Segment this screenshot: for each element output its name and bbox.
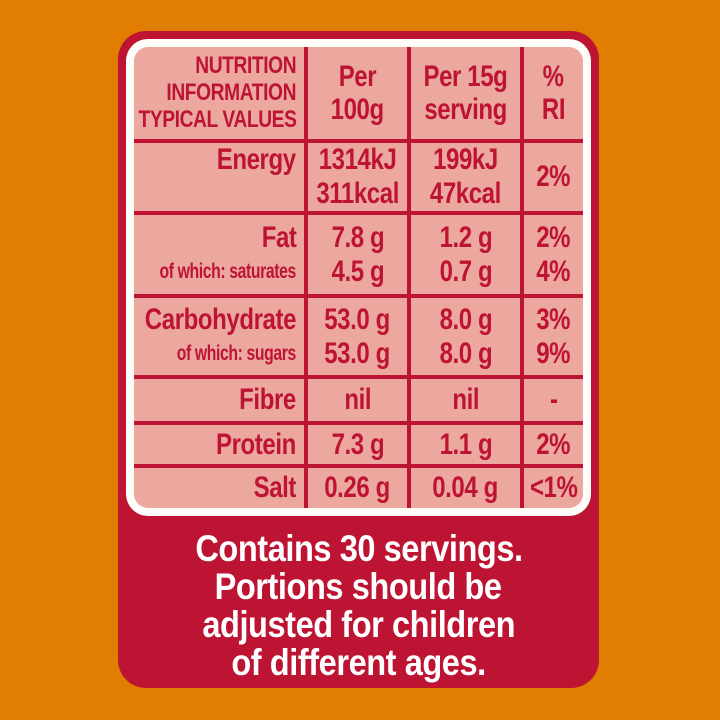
salt-ri: <1% bbox=[529, 471, 578, 504]
carbohydrate-per100-cell: 53.0 g 53.0 g bbox=[308, 298, 411, 375]
sugars-ri: 9% bbox=[536, 336, 571, 370]
protein-per-serving-cell: 1.1 g bbox=[411, 425, 524, 464]
fibre-per100: nil bbox=[344, 383, 371, 416]
table-row-protein: Protein 7.3 g 1.1 g 2% bbox=[134, 425, 583, 468]
fibre-per-serving: nil bbox=[452, 383, 479, 416]
energy-ri: 2% bbox=[536, 160, 571, 193]
header-title-line: NUTRITION bbox=[195, 52, 296, 79]
fibre-label: Fibre bbox=[239, 383, 296, 416]
fat-per-serving: 1.2 g bbox=[439, 220, 492, 254]
carbohydrate-per100: 53.0 g bbox=[324, 302, 391, 336]
header-per100-line: Per bbox=[338, 59, 377, 93]
servings-note-line: Portions should be bbox=[215, 566, 502, 607]
protein-label: Protein bbox=[216, 427, 296, 461]
carbohydrate-label-cell: Carbohydrate of which: sugars bbox=[134, 298, 308, 375]
energy-per100-kcal: 311kcal bbox=[316, 177, 399, 210]
energy-per100-kj: 1314kJ bbox=[318, 143, 397, 176]
protein-ri: 2% bbox=[536, 427, 571, 461]
fat-label: Fat bbox=[261, 220, 296, 254]
fibre-ri: - bbox=[549, 383, 558, 416]
protein-label-cell: Protein bbox=[134, 425, 308, 464]
nutrition-table: NUTRITION INFORMATION TYPICAL VALUES Per… bbox=[134, 47, 583, 508]
fibre-ri-cell: - bbox=[524, 379, 583, 421]
header-ri-line: % bbox=[543, 59, 564, 93]
header-per100-cell: Per 100g bbox=[308, 47, 411, 139]
energy-per-serving-cell: 199kJ 47kcal bbox=[411, 143, 524, 211]
carbohydrate-label: Carbohydrate bbox=[144, 302, 297, 336]
table-row-salt: Salt 0.26 g 0.04 g <1% bbox=[134, 468, 583, 508]
carbohydrate-sublabel: of which: sugars bbox=[176, 341, 297, 365]
table-row-carbohydrate: Carbohydrate of which: sugars 53.0 g 53.… bbox=[134, 298, 583, 379]
header-per-serving-cell: Per 15g serving bbox=[411, 47, 524, 139]
header-per100-line: 100g bbox=[330, 92, 385, 126]
sugars-per100: 53.0 g bbox=[324, 336, 391, 370]
energy-label-cell: Energy bbox=[134, 143, 308, 211]
salt-per100: 0.26 g bbox=[324, 471, 391, 504]
fat-ri: 2% bbox=[536, 220, 571, 254]
sugars-per-serving: 8.0 g bbox=[439, 336, 492, 370]
table-row-energy: Energy 1314kJ 311kcal 199kJ 47kcal 2% bbox=[134, 143, 583, 215]
protein-per100-cell: 7.3 g bbox=[308, 425, 411, 464]
table-row-fat: Fat of which: saturates 7.8 g 4.5 g 1.2 … bbox=[134, 215, 583, 298]
carbohydrate-per-serving: 8.0 g bbox=[439, 302, 492, 336]
fibre-per-serving-cell: nil bbox=[411, 379, 524, 421]
carbohydrate-ri-cell: 3% 9% bbox=[524, 298, 583, 375]
header-title-cell: NUTRITION INFORMATION TYPICAL VALUES bbox=[134, 47, 308, 139]
fibre-label-cell: Fibre bbox=[134, 379, 308, 421]
servings-note-line: Contains 30 servings. bbox=[194, 528, 523, 569]
table-header-row: NUTRITION INFORMATION TYPICAL VALUES Per… bbox=[134, 47, 583, 143]
fibre-per100-cell: nil bbox=[308, 379, 411, 421]
saturates-per100: 4.5 g bbox=[331, 254, 384, 288]
fat-sublabel: of which: saturates bbox=[159, 259, 297, 283]
servings-note: Contains 30 servings. Portions should be… bbox=[118, 524, 599, 688]
table-row-fibre: Fibre nil nil - bbox=[134, 379, 583, 425]
salt-label: Salt bbox=[253, 471, 296, 504]
fat-per-serving-cell: 1.2 g 0.7 g bbox=[411, 215, 524, 294]
energy-label: Energy bbox=[217, 143, 296, 176]
salt-label-cell: Salt bbox=[134, 468, 308, 508]
fat-ri-cell: 2% 4% bbox=[524, 215, 583, 294]
energy-per100-cell: 1314kJ 311kcal bbox=[308, 143, 411, 211]
salt-per100-cell: 0.26 g bbox=[308, 468, 411, 508]
protein-per-serving: 1.1 g bbox=[439, 427, 492, 461]
energy-per-serving-kj: 199kJ bbox=[433, 143, 498, 176]
header-title-line: TYPICAL VALUES bbox=[138, 106, 296, 133]
carbohydrate-ri: 3% bbox=[536, 302, 571, 336]
saturates-per-serving: 0.7 g bbox=[439, 254, 492, 288]
protein-per100: 7.3 g bbox=[331, 427, 384, 461]
header-per-serving-line: Per 15g bbox=[423, 59, 508, 93]
fat-per100: 7.8 g bbox=[331, 220, 384, 254]
servings-note-line: adjusted for children bbox=[202, 604, 515, 645]
fat-label-cell: Fat of which: saturates bbox=[134, 215, 308, 294]
salt-ri-cell: <1% bbox=[524, 468, 583, 508]
salt-per-serving-cell: 0.04 g bbox=[411, 468, 524, 508]
header-ri-line: RI bbox=[541, 92, 566, 126]
saturates-ri: 4% bbox=[536, 254, 571, 288]
nutrition-table-panel: NUTRITION INFORMATION TYPICAL VALUES Per… bbox=[126, 39, 591, 516]
fat-per100-cell: 7.8 g 4.5 g bbox=[308, 215, 411, 294]
protein-ri-cell: 2% bbox=[524, 425, 583, 464]
energy-per-serving-kcal: 47kcal bbox=[429, 177, 501, 210]
servings-note-line: of different ages. bbox=[231, 642, 486, 683]
header-title-line: INFORMATION bbox=[166, 79, 296, 106]
salt-per-serving: 0.04 g bbox=[432, 471, 498, 504]
energy-ri-cell: 2% bbox=[524, 143, 583, 211]
carbohydrate-per-serving-cell: 8.0 g 8.0 g bbox=[411, 298, 524, 375]
nutrition-label: NUTRITION INFORMATION TYPICAL VALUES Per… bbox=[118, 31, 599, 688]
header-per-serving-line: serving bbox=[424, 92, 507, 126]
header-ri-cell: % RI bbox=[524, 47, 583, 139]
